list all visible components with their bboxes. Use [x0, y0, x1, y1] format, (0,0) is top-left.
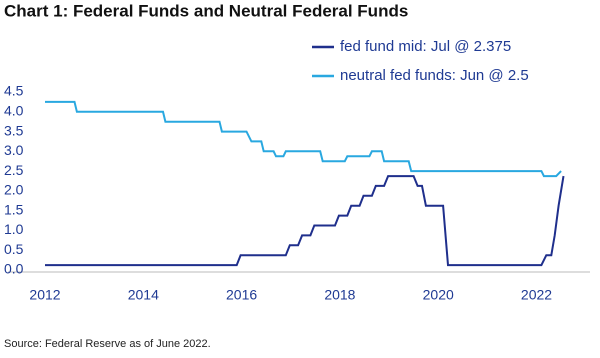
- y-tick-label: 1.5: [4, 201, 24, 217]
- chart-title: Chart 1: Federal Funds and Neutral Feder…: [4, 1, 408, 20]
- x-tick-label: 2022: [521, 287, 552, 303]
- x-tick-label: 2020: [423, 287, 454, 303]
- y-tick-label: 2.5: [4, 162, 24, 178]
- x-tick-label: 2018: [324, 287, 355, 303]
- x-tick-label: 2012: [29, 287, 60, 303]
- x-tick-label: 2014: [128, 287, 159, 303]
- y-tick-label: 0.5: [4, 241, 24, 257]
- y-tick-label: 4.5: [4, 83, 24, 99]
- y-tick-label: 3.0: [4, 142, 24, 158]
- y-tick-label: 2.0: [4, 182, 24, 198]
- series-line: [45, 100, 562, 178]
- y-tick-label: 4.0: [4, 102, 24, 118]
- series-line: [45, 175, 565, 267]
- legend-label: neutral fed funds: Jun @ 2.5: [340, 67, 529, 84]
- legend-label: fed fund mid: Jul @ 2.375: [340, 38, 511, 55]
- y-tick-label: 0.0: [4, 261, 24, 277]
- source-note: Source: Federal Reserve as of June 2022.: [4, 338, 211, 350]
- y-tick-label: 1.0: [4, 221, 24, 237]
- x-tick-label: 2016: [226, 287, 257, 303]
- y-tick-label: 3.5: [4, 122, 24, 138]
